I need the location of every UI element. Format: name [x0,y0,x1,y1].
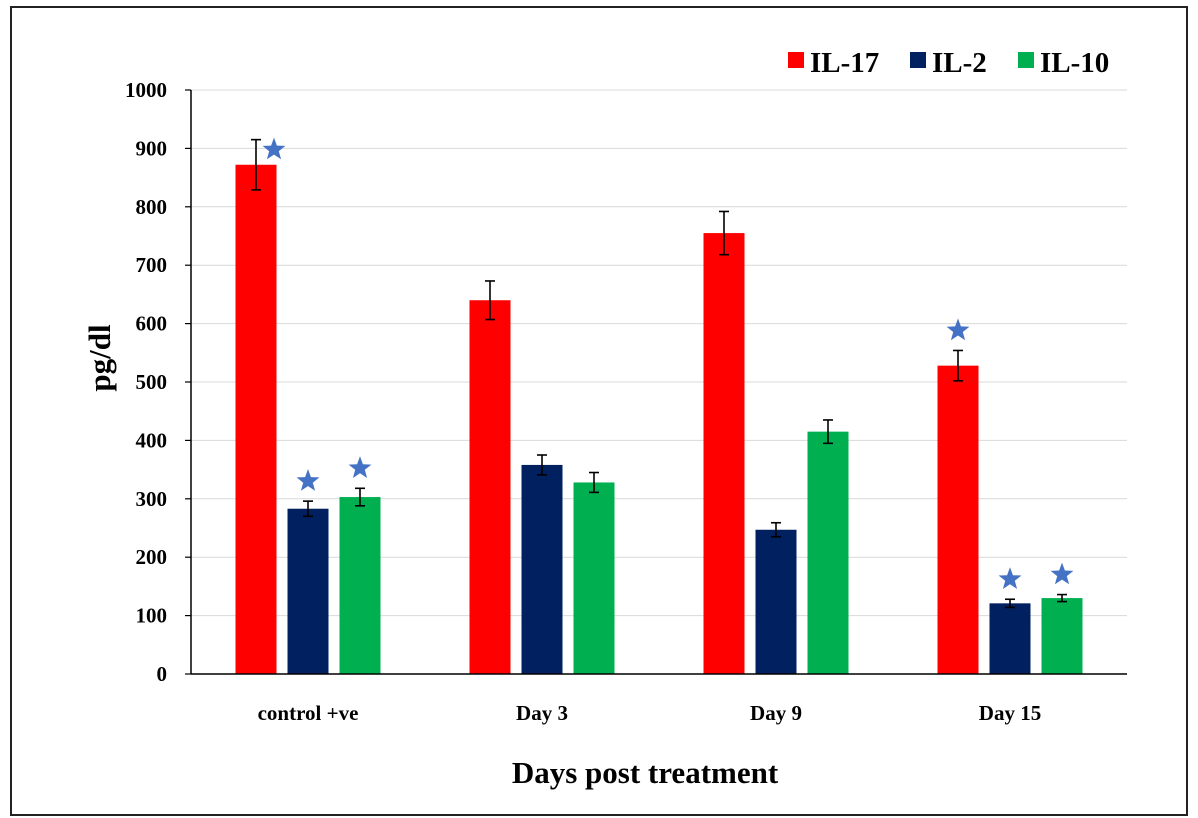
chart-frame [10,6,1188,816]
bar-il-10 [573,482,615,674]
significance-markers [262,137,1074,589]
bar-il-17 [469,300,511,674]
legend-swatch-il-17 [788,52,804,68]
x-tick-label: control +ve [258,701,359,725]
star-icon [296,469,320,491]
error-bars [251,138,1067,609]
star-icon [262,137,286,160]
star-icon [946,318,970,341]
y-tick-label: 1000 [125,78,167,102]
y-tick-label: 500 [136,370,168,394]
x-tick-label: Day 9 [750,701,802,725]
y-tick-label: 0 [157,662,168,686]
y-tick-label: 600 [136,312,168,336]
bar-il-17 [703,233,745,674]
legend-label-il-17: IL-17 [810,47,879,79]
y-tick-label: 400 [136,428,168,452]
bar-il-17 [937,365,979,674]
star-icon [348,456,372,478]
star-icon [1050,562,1074,585]
x-tick-label: Day 15 [979,701,1041,725]
y-tick-label: 100 [136,604,168,628]
legend: IL-17 IL-2 IL-10 [788,47,1109,79]
star-icon [998,567,1022,589]
bar-il-10 [339,497,381,674]
bars [235,164,1083,674]
x-tick-labels: control +ve Day 3 Day 9 Day 15 [258,701,1042,725]
bar-il-10 [1041,598,1083,674]
bar-il-10 [807,431,849,674]
x-axis-title: Days post treatment [512,755,779,790]
y-tick-label: 300 [136,487,168,511]
legend-label-il-2: IL-2 [932,47,987,79]
y-tick-label: 900 [136,136,168,160]
y-tick-label: 200 [136,545,168,569]
bar-il-2 [521,464,563,674]
x-tick-label: Day 3 [516,701,568,725]
y-tick-labels: 0 100 200 300 400 500 600 700 800 900 1000 [125,78,167,686]
bar-il-2 [989,603,1031,674]
legend-label-il-10: IL-10 [1040,47,1109,79]
y-tick-label: 800 [136,195,168,219]
bar-il-2 [287,508,329,674]
bar-il-2 [755,529,797,674]
y-axis-title: pg/dl [82,324,117,392]
y-tick-label: 700 [136,253,168,277]
legend-swatch-il-2 [910,52,926,68]
bar-il-17 [235,164,277,674]
legend-swatch-il-10 [1018,52,1034,68]
